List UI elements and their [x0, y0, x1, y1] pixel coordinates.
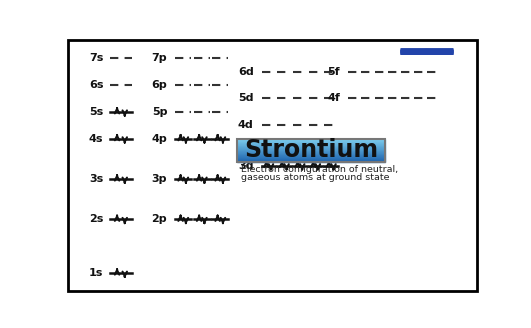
Text: 5s: 5s [89, 107, 104, 117]
Text: 5d: 5d [238, 93, 254, 103]
Text: 3d: 3d [238, 161, 254, 171]
Text: Electron configuration of neutral,: Electron configuration of neutral, [241, 165, 398, 174]
Text: 5p: 5p [152, 107, 167, 117]
Text: 4f: 4f [327, 93, 340, 103]
Bar [237, 148, 386, 149]
Text: 3p: 3p [152, 174, 167, 184]
Bar [237, 146, 386, 147]
Bar [237, 139, 386, 140]
Text: 3s: 3s [89, 174, 104, 184]
Text: Strontium: Strontium [244, 138, 378, 162]
Bar [237, 157, 386, 158]
Bar [237, 142, 386, 143]
Bar [237, 161, 386, 162]
Bar [237, 155, 386, 156]
Bar [237, 160, 386, 161]
Text: 6s: 6s [89, 80, 104, 90]
Text: 2s: 2s [89, 215, 104, 224]
Text: gaseous atoms at ground state: gaseous atoms at ground state [241, 173, 390, 182]
Text: 4p: 4p [151, 134, 167, 144]
Text: 5f: 5f [328, 67, 340, 77]
Bar [237, 153, 386, 154]
Bar [237, 159, 386, 160]
Text: 2p: 2p [151, 215, 167, 224]
Bar [237, 156, 386, 157]
Bar [237, 144, 386, 145]
Bar [237, 143, 386, 144]
Bar [237, 147, 386, 148]
Bar [237, 150, 386, 151]
Bar [237, 140, 386, 141]
Text: 4d: 4d [238, 120, 254, 130]
Text: 6p: 6p [151, 80, 167, 90]
Bar [237, 141, 386, 142]
Text: 7s: 7s [89, 53, 104, 63]
Text: 1s: 1s [89, 268, 104, 278]
Text: 7p: 7p [151, 53, 167, 63]
Text: 6d: 6d [238, 67, 254, 77]
Bar [237, 151, 386, 152]
Bar [237, 149, 386, 150]
Bar [237, 154, 386, 155]
Polygon shape [404, 50, 450, 51]
Bar [237, 152, 386, 153]
Text: 4s: 4s [89, 134, 104, 144]
Bar [237, 145, 386, 146]
Bar [237, 158, 386, 159]
